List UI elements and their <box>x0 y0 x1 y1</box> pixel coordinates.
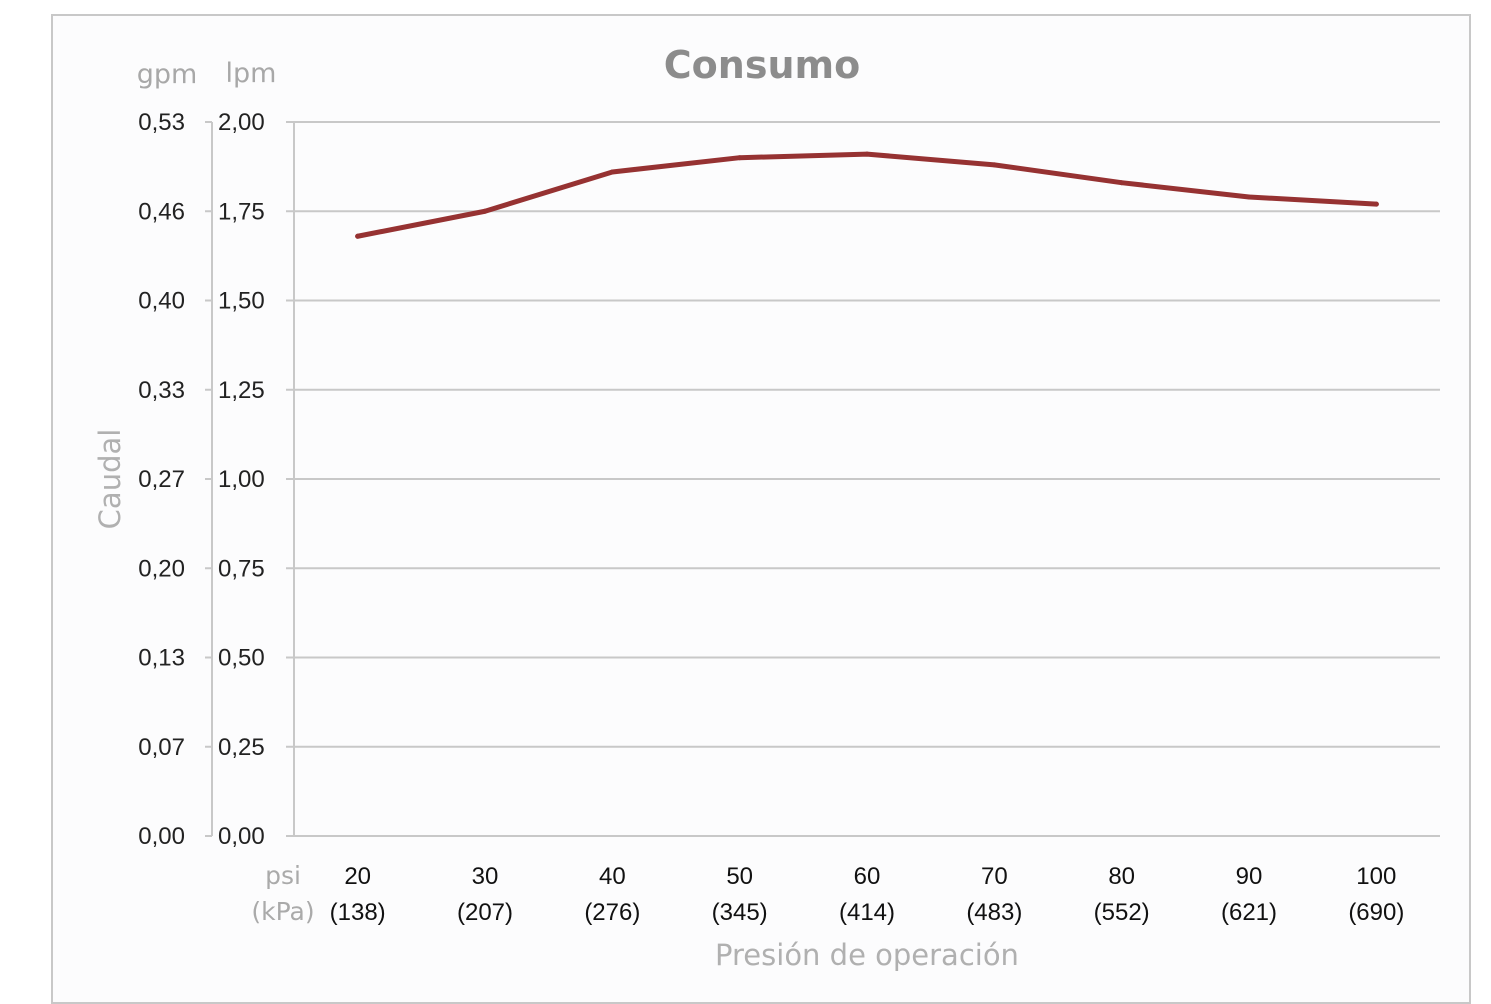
x-tick-label-psi: 100 <box>1356 863 1396 890</box>
x-unit-secondary: (kPa) <box>251 897 314 926</box>
x-tick-label-psi: 80 <box>1108 863 1135 890</box>
data-point <box>1373 201 1379 207</box>
data-point <box>991 162 997 168</box>
x-tick-label-kpa: (207) <box>457 899 513 926</box>
x-axis-title: Presión de operación <box>715 938 1019 972</box>
y-axis-title: Caudal <box>93 429 127 530</box>
chart-frame <box>51 14 1471 1004</box>
x-tick-label-psi: 40 <box>599 863 626 890</box>
x-tick-label-kpa: (621) <box>1221 899 1277 926</box>
x-tick-label-psi: 50 <box>726 863 753 890</box>
data-point <box>737 155 743 161</box>
data-point <box>864 151 870 157</box>
y-tick-label-lpm: 1,50 <box>218 288 265 315</box>
y-unit-left: gpm <box>137 59 198 90</box>
y-tick-label-gpm: 0,13 <box>138 645 185 672</box>
x-tick-label-psi: 60 <box>854 863 881 890</box>
series-line <box>355 151 1379 239</box>
data-point <box>609 169 615 175</box>
x-tick-label-kpa: (345) <box>712 899 768 926</box>
plot-area: 0,00 0,00 0,25 0,07 0,50 0,13 0,75 0,20 1,00 0,27… <box>138 109 1440 926</box>
y-tick-label-gpm: 0,20 <box>138 555 185 582</box>
x-tick-label-kpa: (483) <box>966 899 1022 926</box>
data-point <box>1119 180 1125 186</box>
y-tick-label-lpm: 2,00 <box>218 109 265 136</box>
x-unit-primary: psi <box>265 861 301 890</box>
data-point <box>1246 194 1252 200</box>
x-tick-label-kpa: (690) <box>1348 899 1404 926</box>
y-tick-label-gpm: 0,40 <box>138 288 185 315</box>
y-tick-label-gpm: 0,00 <box>138 823 185 850</box>
x-tick-label-kpa: (138) <box>330 899 386 926</box>
data-point <box>355 233 361 239</box>
y-tick-label-gpm: 0,33 <box>138 377 185 404</box>
y-tick-label-lpm: 0,75 <box>218 555 265 582</box>
y-tick-label-lpm: 1,00 <box>218 466 265 493</box>
y-tick-label-gpm: 0,27 <box>138 466 185 493</box>
x-tick-label-kpa: (552) <box>1094 899 1150 926</box>
y-tick-label-lpm: 0,00 <box>218 823 265 850</box>
y-unit-right: lpm <box>226 58 277 89</box>
x-tick-label-psi: 20 <box>344 863 371 890</box>
y-tick-label-lpm: 0,25 <box>218 734 265 761</box>
x-tick-label-psi: 30 <box>472 863 499 890</box>
y-tick-label-lpm: 1,25 <box>218 377 265 404</box>
x-tick-label-kpa: (276) <box>584 899 640 926</box>
y-tick-label-gpm: 0,53 <box>138 109 185 136</box>
chart-title: Consumo <box>664 43 860 87</box>
data-point <box>482 208 488 214</box>
x-tick-label-psi: 70 <box>981 863 1008 890</box>
y-tick-label-lpm: 0,50 <box>218 645 265 672</box>
y-tick-label-lpm: 1,75 <box>218 198 265 225</box>
x-tick-label-psi: 90 <box>1236 863 1263 890</box>
y-tick-label-gpm: 0,46 <box>138 198 185 225</box>
y-tick-label-gpm: 0,07 <box>138 734 185 761</box>
x-tick-label-kpa: (414) <box>839 899 895 926</box>
